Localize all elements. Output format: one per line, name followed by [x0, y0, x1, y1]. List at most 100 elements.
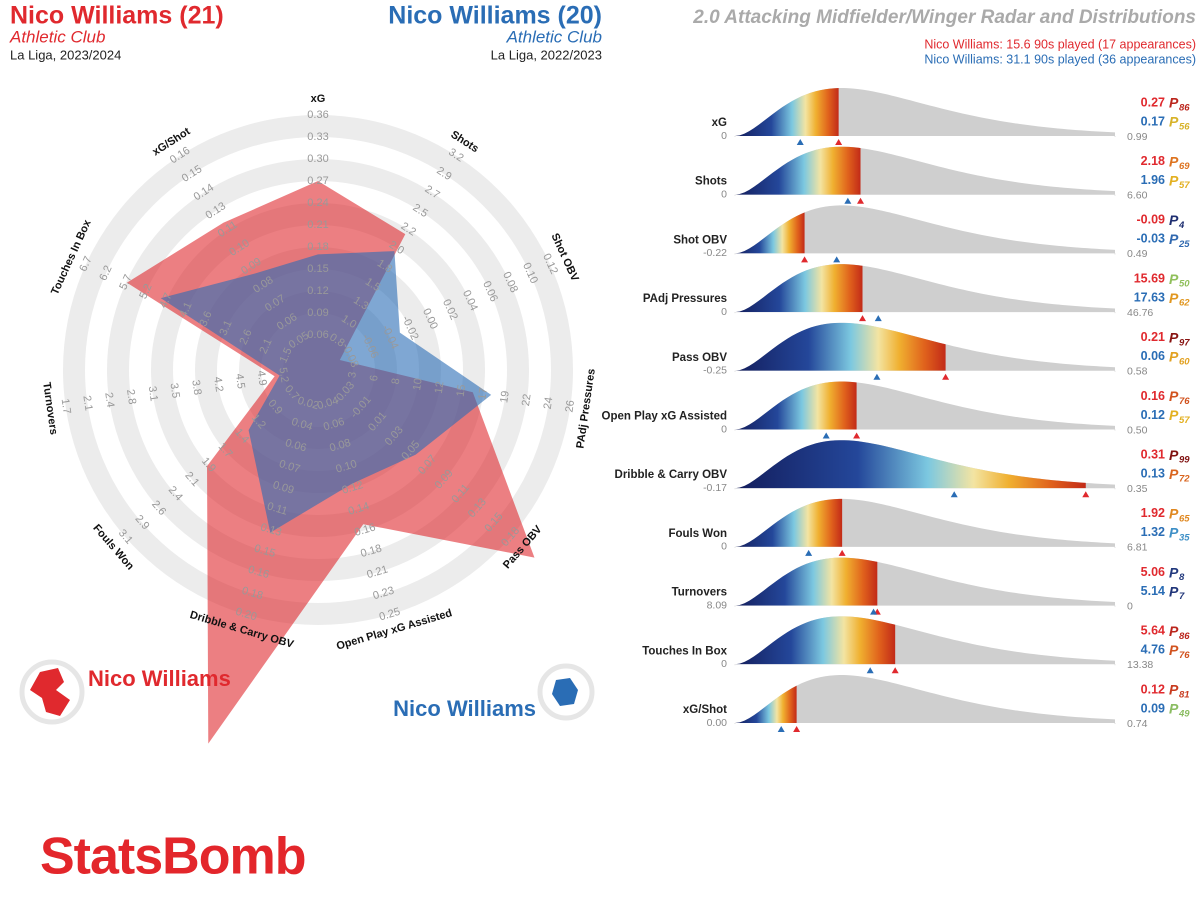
tick-label: 5.2 [276, 367, 290, 384]
percentile: 60 [1179, 356, 1190, 367]
tick-label: 0.23 [372, 585, 396, 603]
percentile-prefix: P [1169, 172, 1179, 188]
max-label: 0 [1127, 600, 1133, 612]
tick-label: 0.16 [247, 564, 271, 582]
logo: StatsBomb [40, 828, 305, 886]
tick-label: 0.02 [296, 395, 320, 413]
value-label: 4.76 [1141, 643, 1165, 657]
density [735, 205, 1115, 254]
percentile-prefix: P [1169, 682, 1179, 698]
tick-label: 2.6 [237, 328, 254, 347]
max-label: 6.60 [1127, 189, 1148, 201]
tick-label: 0.21 [365, 564, 389, 582]
percentile: 8 [1179, 572, 1185, 583]
tick-label: 0.25 [378, 606, 402, 624]
team: Athletic Club [506, 27, 602, 46]
marker [805, 549, 813, 556]
value-label: 0.17 [1141, 114, 1165, 128]
percentile-prefix: P [1169, 447, 1179, 463]
value-label: 15.69 [1134, 271, 1165, 285]
row-label: Pass OBV [672, 352, 727, 364]
percentile: 76 [1179, 396, 1190, 407]
legend-icon [19, 659, 595, 725]
value-label: 0.12 [1141, 408, 1165, 422]
team: Athletic Club [9, 27, 105, 46]
tick-label: 17 [476, 387, 490, 401]
max-label: 0.50 [1127, 424, 1148, 436]
radar-area [160, 251, 492, 533]
density-colored [735, 685, 797, 723]
tick-label: 0.21 [307, 219, 328, 231]
value-label: 17.63 [1134, 290, 1165, 304]
max-label: 0.35 [1127, 483, 1148, 495]
marker [853, 432, 861, 439]
tick-label: 4.7 [157, 291, 174, 310]
value-label: -0.09 [1137, 213, 1166, 227]
marker [873, 373, 881, 380]
player-title: Nico Williams (21) [10, 2, 224, 30]
tick-label: 6 [368, 374, 381, 382]
tick-label: 3.8 [189, 379, 203, 396]
season: La Liga, 2022/2023 [491, 47, 602, 62]
density-colored [735, 146, 861, 195]
marker [796, 139, 804, 145]
max-label: 0.74 [1127, 718, 1148, 730]
percentile-prefix: P [1169, 349, 1179, 365]
min-label: 0.00 [707, 717, 728, 729]
marker [942, 373, 950, 380]
marker [1082, 491, 1090, 498]
tick-label: 0.30 [307, 153, 328, 165]
axis-label: xG [311, 93, 326, 105]
tick-label: 0.06 [284, 437, 308, 455]
tick-label: 0.27 [307, 175, 328, 187]
percentile-prefix: P [1169, 564, 1179, 580]
density-colored [735, 557, 878, 606]
tick-label: 2.8 [124, 388, 138, 405]
tick-label: 0.09 [271, 479, 295, 497]
percentile-prefix: P [1169, 466, 1179, 482]
tick-label: 3.5 [168, 382, 182, 399]
density-colored [735, 264, 863, 313]
tick-label: 0.06 [307, 329, 328, 341]
player-title: Nico Williams (20) [388, 2, 602, 30]
legend-label: Nico Williams [88, 666, 231, 691]
percentile-prefix: P [1169, 271, 1179, 287]
min-label: 0 [721, 541, 727, 553]
percentile: 57 [1179, 180, 1190, 191]
tick-label: 3 [346, 371, 359, 379]
percentile-prefix: P [1169, 212, 1179, 228]
tick-label: 5.7 [117, 273, 134, 292]
axis-label: Turnovers [40, 381, 59, 435]
tick-label: 0.16 [353, 521, 377, 539]
density-colored [735, 616, 896, 665]
min-label: 0 [721, 188, 727, 200]
tick-label: 0.36 [307, 109, 328, 121]
tick-label: 0.20 [234, 606, 258, 624]
tick-label: 0.10 [334, 458, 358, 476]
percentile-prefix: P [1169, 95, 1179, 111]
percentile-prefix: P [1169, 231, 1179, 247]
max-label: 46.76 [1127, 307, 1153, 319]
min-label: -0.25 [703, 365, 727, 377]
tick-label: 2.4 [102, 392, 116, 409]
percentile-prefix: P [1169, 642, 1179, 658]
tick-label: 0.24 [307, 197, 328, 209]
tick-label: 0.18 [307, 241, 328, 253]
tick-label: 4.2 [211, 376, 225, 393]
percentile-prefix: P [1169, 583, 1179, 599]
row-label: Touches In Box [642, 645, 727, 657]
max-label: 6.81 [1127, 542, 1148, 554]
marker [793, 726, 801, 732]
percentile: 72 [1179, 474, 1190, 485]
tick-label: 19 [498, 390, 512, 404]
tick-label: 12 [433, 381, 447, 395]
tick-label: 0.12 [341, 479, 365, 497]
marker [859, 315, 867, 322]
tick-label: 0.15 [307, 263, 328, 275]
tick-label: 22 [520, 393, 534, 407]
tick-label: 5.2 [137, 282, 154, 301]
value-label: 1.96 [1141, 173, 1165, 187]
tick-label: 0.18 [359, 542, 383, 560]
tick-label: 4.1 [177, 300, 194, 319]
